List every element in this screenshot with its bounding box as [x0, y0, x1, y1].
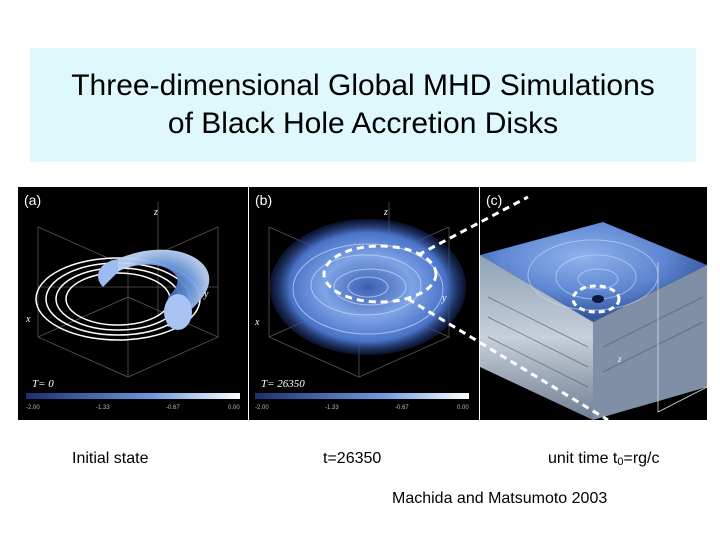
svg-text:0.00: 0.00: [228, 405, 240, 411]
panel-b-axis-y: y: [441, 293, 447, 304]
panel-c-label: (c): [486, 192, 502, 208]
simulation-figure: (a) z x y T= 0 -2.00 -1.33 -0.67 0.00 (b…: [18, 187, 707, 420]
panel-c-dashed-ring: [571, 284, 621, 314]
svg-text:-2.00: -2.00: [26, 405, 40, 411]
panel-c-side-texture: [487, 296, 704, 388]
panel-b-dashed-ring: [322, 244, 438, 304]
svg-text:-0.67: -0.67: [395, 405, 409, 411]
slide-title-line-2: of Black Hole Accretion Disks: [167, 107, 559, 140]
caption-time: t=26350: [323, 450, 382, 467]
panel-a-axis-z: z: [153, 207, 158, 218]
zoom-connector-lines: [407, 195, 609, 420]
title-box: Three-dimensional Global MHD Simulations…: [30, 48, 696, 162]
panel-b-disk: [270, 219, 466, 355]
caption-unit-suffix: =rg/c: [623, 450, 660, 467]
panel-c-center-hole: [592, 295, 604, 303]
panel-c-cube: [480, 222, 707, 420]
svg-text:-2.00: -2.00: [255, 405, 269, 411]
panel-c-frame: [657, 262, 707, 413]
caption-unit-prefix: unit time t: [548, 450, 618, 467]
panel-a-torus: [98, 249, 210, 330]
panel-a-axis-y: y: [203, 289, 209, 300]
panel-a-axis-x: x: [25, 314, 31, 325]
panel-b-label: (b): [255, 192, 272, 208]
panel-a-colorbar-ticks: -2.00 -1.33 -0.67 0.00: [26, 405, 240, 411]
panel-b-colorbar: [255, 393, 469, 399]
panel-b-time-label: T= 26350: [261, 378, 305, 390]
caption-unit-time: unit time t0=rg/c: [548, 450, 660, 468]
svg-text:-1.33: -1.33: [96, 405, 110, 411]
panel-b-axis-x: x: [254, 317, 260, 328]
caption-unit-subscript: 0: [617, 456, 624, 468]
slide-title-line-1: Three-dimensional Global MHD Simulations: [71, 69, 655, 102]
svg-text:0.00: 0.00: [457, 405, 469, 411]
svg-text:-1.33: -1.33: [325, 405, 339, 411]
credit-citation: Machida and Matsumoto 2003: [392, 490, 608, 507]
panel-a-time-label: T= 0: [32, 378, 54, 390]
caption-initial-state: Initial state: [72, 450, 149, 467]
panel-b-swirls: [292, 243, 444, 335]
panel-b-axis-z: z: [383, 207, 388, 218]
svg-text:-0.67: -0.67: [166, 405, 180, 411]
panel-b-colorbar-ticks: -2.00 -1.33 -0.67 0.00: [255, 405, 469, 411]
panel-a-label: (a): [24, 192, 41, 208]
panel-a-colorbar: [26, 393, 240, 399]
panel-c-axis-z: z: [617, 354, 622, 364]
